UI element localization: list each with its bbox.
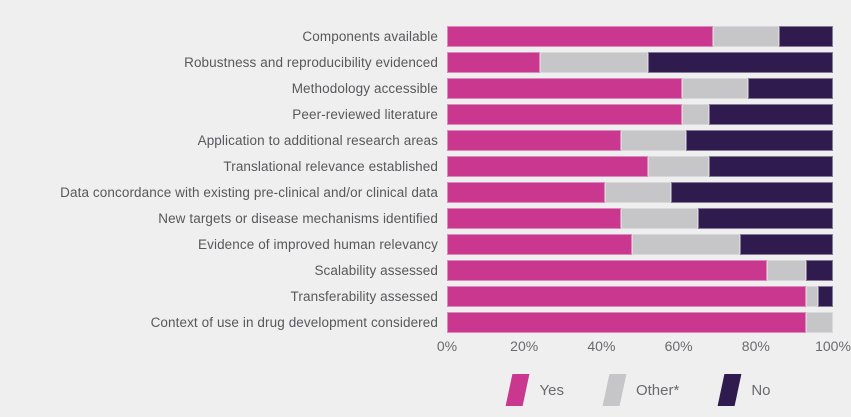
chart-rows: Components available Robustness and repro… (0, 23, 851, 335)
bar-segment-yes (447, 129, 621, 151)
x-axis-tick: 40% (587, 338, 616, 354)
category-label: New targets or disease mechanisms identi… (158, 210, 438, 226)
bar-segment-yes (447, 51, 540, 73)
bar-segment-yes (447, 155, 648, 177)
bar-segment-no (748, 77, 833, 99)
bar-segment-no (686, 129, 833, 151)
chart-row: Scalability assessed (0, 257, 851, 283)
bar-segment-no (778, 25, 833, 47)
bar-track (447, 311, 833, 333)
legend-item-no: No (717, 374, 771, 406)
x-axis-tick: 20% (510, 338, 539, 354)
category-label: Transferability assessed (290, 288, 438, 304)
bar-segment-other (539, 51, 648, 73)
x-axis-tick: 100% (815, 338, 851, 354)
bar-segment-other (682, 103, 710, 125)
bar-segment-other (605, 181, 671, 203)
category-label: Application to additional research areas (197, 132, 438, 148)
chart-row: Translational relevance established (0, 153, 851, 179)
bar-track (447, 233, 833, 255)
legend-swatch-yes (506, 374, 530, 406)
chart-row: Components available (0, 23, 851, 49)
legend-label: Other* (635, 381, 680, 399)
category-label: Components available (302, 28, 438, 44)
bar-segment-no (647, 51, 833, 73)
bar-segment-other (682, 77, 749, 99)
bar-segment-other (713, 25, 779, 47)
legend-label: Yes (539, 381, 564, 399)
chart-row: Data concordance with existing pre-clini… (0, 179, 851, 205)
bar-segment-no (709, 103, 833, 125)
bar-segment-other (620, 129, 687, 151)
bar-track (447, 155, 833, 177)
chart-row: Methodology accessible (0, 75, 851, 101)
category-label: Peer-reviewed literature (292, 106, 438, 122)
category-label: Robustness and reproducibility evidenced (184, 54, 438, 70)
legend-item-other: Other* (602, 374, 680, 406)
legend: Yes Other* No (447, 374, 833, 406)
bar-track (447, 129, 833, 151)
bar-segment-no (709, 155, 833, 177)
bar-track (447, 285, 833, 307)
x-axis-ticks: 0% 20% 40% 60% 80% 100% (437, 337, 851, 355)
legend-swatch-other (602, 374, 627, 406)
bar-segment-other (805, 311, 833, 333)
x-axis: 0% 20% 40% 60% 80% 100% (0, 337, 851, 355)
bar-track (447, 181, 833, 203)
x-axis-tick: 60% (664, 338, 693, 354)
bar-segment-no (805, 259, 833, 281)
bar-track (447, 207, 833, 229)
bar-track (447, 77, 833, 99)
bar-segment-yes (447, 77, 683, 99)
bar-segment-yes (447, 103, 683, 125)
x-axis-tick: 0% (436, 338, 458, 354)
category-label: Data concordance with existing pre-clini… (60, 184, 438, 200)
bar-segment-other (647, 155, 710, 177)
bar-segment-yes (447, 311, 806, 333)
axis-spacer (0, 337, 447, 355)
stacked-bar-chart: Components available Robustness and repro… (0, 23, 851, 406)
chart-row: Evidence of improved human relevancy (0, 231, 851, 257)
bar-segment-yes (447, 259, 768, 281)
bar-track (447, 25, 833, 47)
chart-row: Context of use in drug development consi… (0, 309, 851, 335)
legend-item-yes: Yes (506, 374, 564, 406)
chart-row: Peer-reviewed literature (0, 101, 851, 127)
x-axis-tick: 80% (741, 338, 770, 354)
bar-segment-other (767, 259, 806, 281)
category-label: Translational relevance established (223, 158, 438, 174)
chart-row: Robustness and reproducibility evidenced (0, 49, 851, 75)
bar-segment-yes (447, 285, 806, 307)
bar-track (447, 51, 833, 73)
bar-segment-no (670, 181, 833, 203)
chart-row: Application to additional research areas (0, 127, 851, 153)
bar-segment-yes (447, 25, 714, 47)
bar-segment-no (697, 207, 833, 229)
bar-track (447, 259, 833, 281)
bar-segment-other (632, 233, 741, 255)
chart-row: Transferability assessed (0, 283, 851, 309)
bar-segment-yes (447, 207, 621, 229)
legend-swatch-no (717, 374, 742, 406)
category-label: Context of use in drug development consi… (150, 314, 438, 330)
bar-segment-yes (447, 233, 633, 255)
bar-segment-no (740, 233, 833, 255)
category-label: Evidence of improved human relevancy (198, 236, 438, 252)
category-label: Methodology accessible (291, 80, 438, 96)
bar-track (447, 103, 833, 125)
bar-segment-other (805, 285, 818, 307)
chart-row: New targets or disease mechanisms identi… (0, 205, 851, 231)
bar-segment-yes (447, 181, 606, 203)
bar-segment-no (817, 285, 833, 307)
bar-segment-other (620, 207, 698, 229)
category-label: Scalability assessed (314, 262, 438, 278)
legend-label: No (751, 381, 771, 399)
